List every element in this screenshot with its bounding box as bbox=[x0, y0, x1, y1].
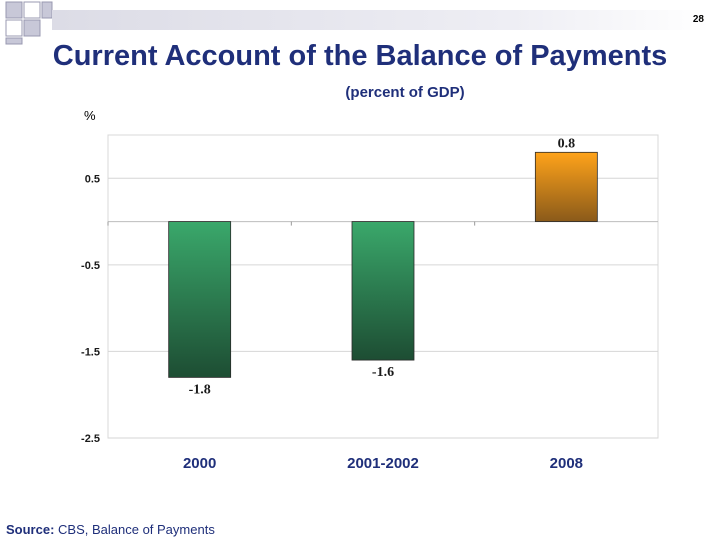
source-prefix: Source: bbox=[6, 522, 55, 537]
slide-subtitle: (percent of GDP) bbox=[345, 84, 465, 101]
y-tick-label: -0.5 bbox=[81, 260, 100, 272]
x-tick-label: 2000 bbox=[183, 455, 216, 472]
data-label: -1.8 bbox=[189, 382, 211, 397]
source-note: Source: CBS, Balance of Payments bbox=[6, 522, 215, 537]
y-tick-label: 0.5 bbox=[85, 173, 100, 185]
bar bbox=[351, 221, 415, 361]
y-tick-label: -2.5 bbox=[81, 433, 100, 445]
slide-number: 28 bbox=[692, 14, 704, 25]
header-bar bbox=[52, 10, 710, 30]
decorative-squares bbox=[0, 0, 720, 60]
x-tick-label: 2008 bbox=[550, 455, 583, 472]
x-tick-label: 2001-2002 bbox=[347, 455, 419, 472]
y-tick-label: -1.5 bbox=[81, 346, 100, 358]
squares-icon bbox=[5, 1, 53, 45]
data-label: -1.6 bbox=[372, 365, 394, 380]
source-text: CBS, Balance of Payments bbox=[54, 522, 215, 537]
slide-title: Current Account of the Balance of Paymen… bbox=[52, 40, 668, 72]
bar bbox=[534, 151, 598, 222]
y-axis-label: % bbox=[84, 108, 96, 123]
data-label: 0.8 bbox=[558, 136, 576, 151]
bar bbox=[168, 221, 232, 378]
